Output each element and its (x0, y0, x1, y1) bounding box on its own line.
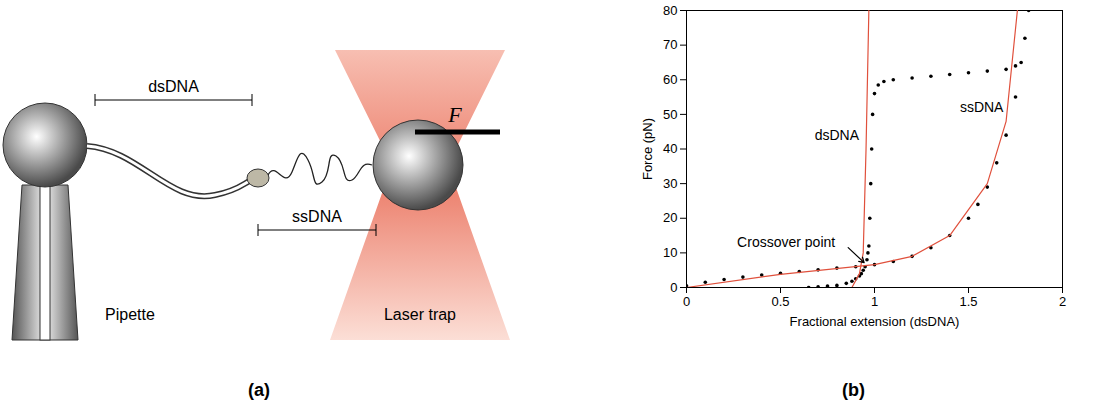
svg-text:0: 0 (683, 294, 690, 309)
svg-text:ssDNA: ssDNA (292, 208, 342, 225)
svg-text:1: 1 (871, 294, 878, 309)
svg-text:Pipette: Pipette (105, 306, 155, 323)
svg-text:Crossover point: Crossover point (737, 234, 835, 250)
svg-text:F: F (447, 102, 462, 127)
svg-text:10: 10 (663, 245, 677, 260)
html-text:(b): (b) (842, 380, 865, 400)
svg-text:Force (pN): Force (pN) (640, 118, 655, 180)
svg-text:dsDNA: dsDNA (148, 78, 199, 95)
svg-text:50: 50 (663, 107, 677, 122)
svg-text:40: 40 (663, 141, 677, 156)
svg-text:ssDNA: ssDNA (960, 99, 1004, 115)
svg-text:2: 2 (1059, 294, 1066, 309)
svg-text:30: 30 (663, 176, 677, 191)
html-text:(a): (a) (248, 380, 270, 400)
svg-text:0.5: 0.5 (771, 294, 789, 309)
svg-text:dsDNA: dsDNA (815, 127, 860, 143)
svg-text:80: 80 (663, 3, 677, 18)
svg-text:Fractional extension (dsDNA): Fractional extension (dsDNA) (790, 314, 960, 329)
svg-text:Laser trap: Laser trap (384, 306, 456, 323)
svg-text:1.5: 1.5 (959, 294, 977, 309)
svg-text:60: 60 (663, 72, 677, 87)
svg-text:20: 20 (663, 210, 677, 225)
svg-text:0: 0 (670, 280, 677, 295)
svg-text:70: 70 (663, 37, 677, 52)
